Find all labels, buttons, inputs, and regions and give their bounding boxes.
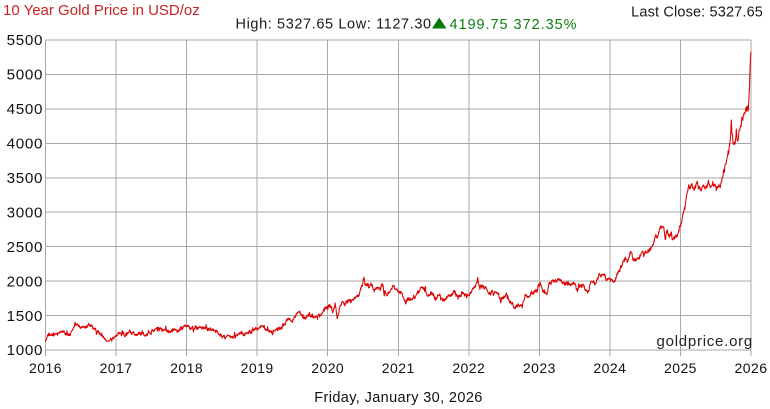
svg-text:1500: 1500 (7, 308, 44, 325)
svg-text:10 Year Gold Price in USD/oz: 10 Year Gold Price in USD/oz (3, 2, 200, 19)
svg-text:2019: 2019 (241, 360, 274, 376)
svg-text:2500: 2500 (7, 239, 44, 256)
svg-text:2020: 2020 (311, 360, 344, 376)
svg-text:4000: 4000 (7, 136, 44, 153)
svg-text:3500: 3500 (7, 170, 44, 187)
svg-text:2018: 2018 (170, 360, 203, 376)
svg-text:2016: 2016 (29, 360, 62, 376)
svg-text:2026: 2026 (735, 360, 768, 376)
svg-text:1000: 1000 (7, 342, 44, 359)
svg-text:2017: 2017 (100, 360, 133, 376)
svg-text:2022: 2022 (452, 360, 485, 376)
svg-text:5500: 5500 (7, 32, 44, 49)
svg-text:goldprice.org: goldprice.org (657, 333, 753, 350)
svg-text:Last Close: 5327.65: Last Close: 5327.65 (631, 5, 763, 21)
svg-text:4500: 4500 (7, 101, 44, 118)
svg-text:2024: 2024 (593, 360, 626, 376)
svg-text:2025: 2025 (664, 360, 697, 376)
svg-text:2023: 2023 (523, 360, 556, 376)
svg-text:High: 5327.65 Low: 1127.30: High: 5327.65 Low: 1127.30 (236, 16, 432, 32)
svg-text:3000: 3000 (7, 204, 44, 221)
svg-text:2021: 2021 (382, 360, 415, 376)
svg-text:5000: 5000 (7, 67, 44, 84)
svg-text:4199.75 372.35%: 4199.75 372.35% (450, 17, 578, 33)
svg-text:2000: 2000 (7, 273, 44, 290)
svg-text:Friday, January 30, 2026: Friday, January 30, 2026 (314, 390, 482, 406)
